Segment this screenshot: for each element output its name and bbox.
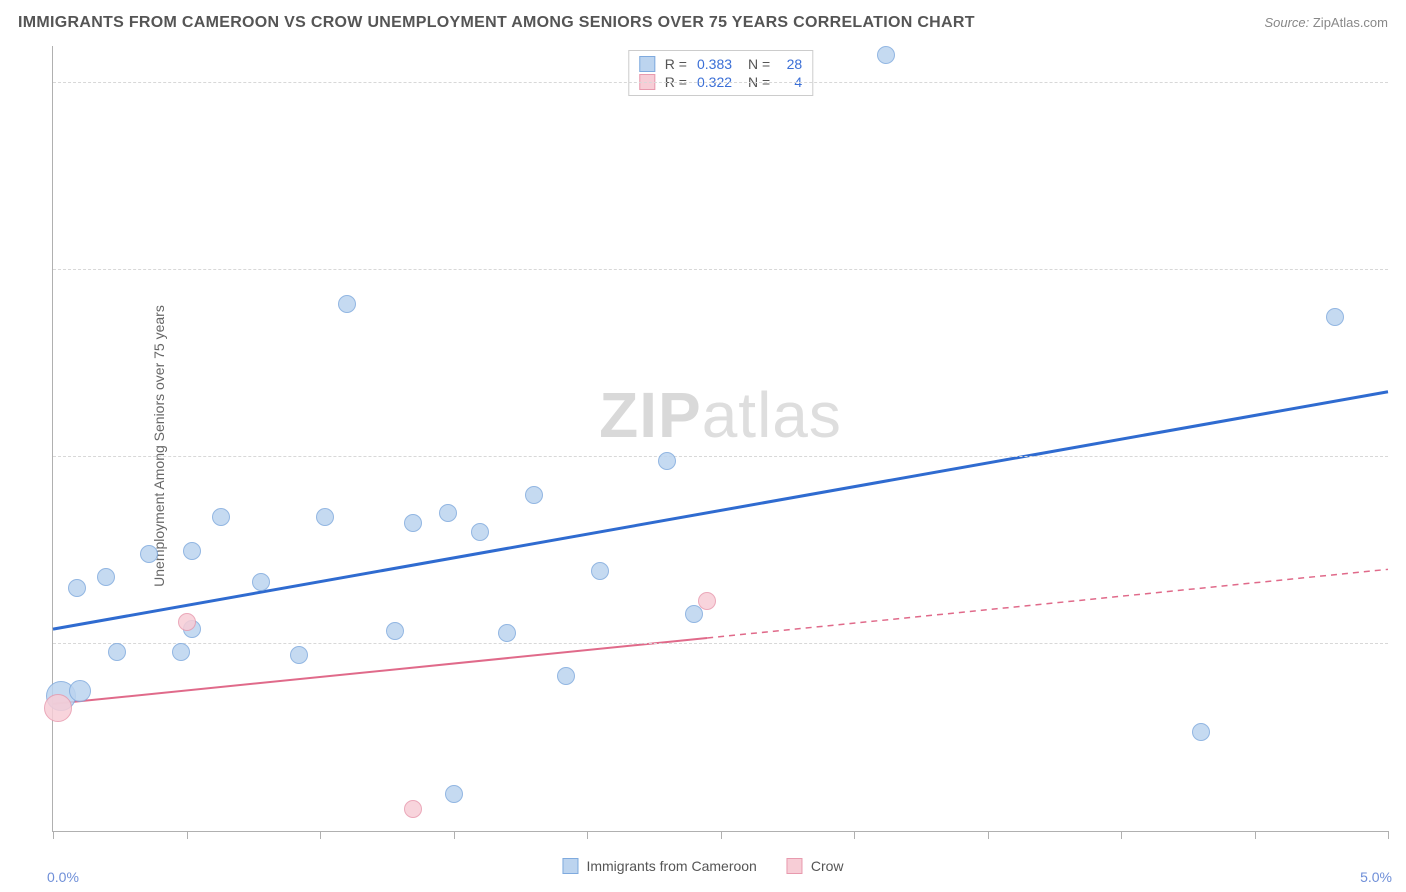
chart-title: IMMIGRANTS FROM CAMEROON VS CROW UNEMPLO… — [18, 14, 975, 32]
y-tick-label: 40.0% — [1394, 59, 1406, 75]
x-tick-label: 5.0% — [1360, 869, 1392, 885]
data-point — [386, 622, 404, 640]
legend-item: Immigrants from Cameroon — [562, 858, 756, 874]
data-point — [69, 680, 91, 702]
x-tick — [187, 831, 188, 839]
x-tick — [721, 831, 722, 839]
data-point — [290, 646, 308, 664]
data-point — [183, 542, 201, 560]
data-point — [68, 579, 86, 597]
data-point — [557, 667, 575, 685]
x-tick — [53, 831, 54, 839]
trend-lines — [53, 46, 1388, 831]
x-tick — [854, 831, 855, 839]
correlation-legend: R =0.383N =28R =0.322N =4 — [628, 50, 813, 96]
legend-item: Crow — [787, 858, 844, 874]
data-point — [252, 573, 270, 591]
data-point — [212, 508, 230, 526]
data-point — [685, 605, 703, 623]
x-tick — [454, 831, 455, 839]
x-tick — [988, 831, 989, 839]
data-point — [316, 508, 334, 526]
data-point — [108, 643, 126, 661]
x-tick — [1121, 831, 1122, 839]
x-tick — [1388, 831, 1389, 839]
data-point — [525, 486, 543, 504]
scatter-plot-area: ZIPatlas R =0.383N =28R =0.322N =4 10.0%… — [52, 46, 1388, 832]
data-point — [338, 295, 356, 313]
data-point — [698, 592, 716, 610]
data-point — [1192, 723, 1210, 741]
data-point — [1326, 308, 1344, 326]
x-tick — [587, 831, 588, 839]
data-point — [498, 624, 516, 642]
source-attribution: Source: ZipAtlas.com — [1264, 15, 1388, 30]
data-point — [445, 785, 463, 803]
data-point — [404, 800, 422, 818]
gridline — [53, 643, 1388, 644]
series-legend: Immigrants from Cameroon Crow — [562, 858, 843, 874]
data-point — [658, 452, 676, 470]
data-point — [140, 545, 158, 563]
data-point — [439, 504, 457, 522]
x-tick — [320, 831, 321, 839]
y-tick-label: 30.0% — [1394, 246, 1406, 262]
legend-row: R =0.383N =28 — [639, 55, 802, 73]
data-point — [97, 568, 115, 586]
gridline — [53, 456, 1388, 457]
data-point — [172, 643, 190, 661]
y-tick-label: 20.0% — [1394, 433, 1406, 449]
y-tick-label: 10.0% — [1394, 620, 1406, 636]
data-point — [178, 613, 196, 631]
gridline — [53, 82, 1388, 83]
data-point — [591, 562, 609, 580]
gridline — [53, 269, 1388, 270]
data-point — [44, 694, 72, 722]
data-point — [404, 514, 422, 532]
data-point — [877, 46, 895, 64]
data-point — [471, 523, 489, 541]
x-tick-label: 0.0% — [47, 869, 79, 885]
x-tick — [1255, 831, 1256, 839]
